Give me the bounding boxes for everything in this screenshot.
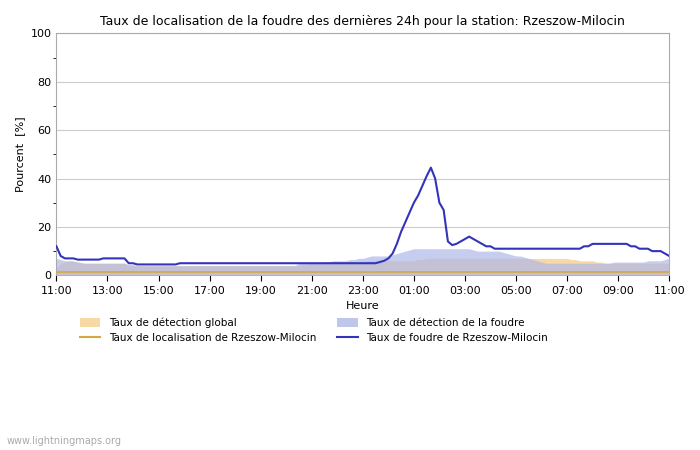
X-axis label: Heure: Heure: [346, 302, 379, 311]
Legend: Taux de détection global, Taux de localisation de Rzeszow-Milocin, Taux de détec: Taux de détection global, Taux de locali…: [76, 313, 552, 347]
Y-axis label: Pourcent  [%]: Pourcent [%]: [15, 117, 25, 192]
Text: www.lightningmaps.org: www.lightningmaps.org: [7, 436, 122, 446]
Title: Taux de localisation de la foudre des dernières 24h pour la station: Rzeszow-Mil: Taux de localisation de la foudre des de…: [100, 15, 625, 28]
